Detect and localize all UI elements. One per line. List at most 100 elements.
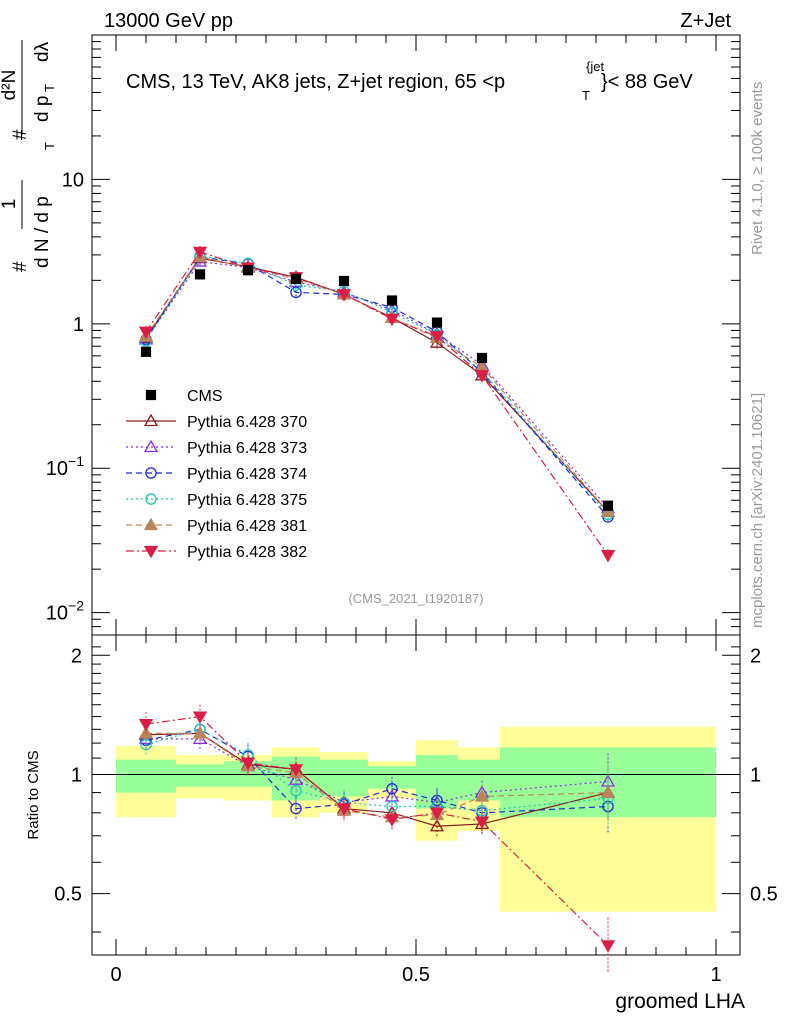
data-point [145, 389, 157, 401]
svg-text:T: T [42, 142, 57, 150]
svg-text:CMS, 13 TeV, AK8 jets, Z+jet r: CMS, 13 TeV, AK8 jets, Z+jet region, 65 … [126, 71, 505, 93]
data-point [143, 545, 159, 559]
x-tick-label: 1 [710, 964, 721, 986]
ratio-y-tick-label: 0.5 [54, 884, 82, 906]
data-point [145, 493, 157, 505]
data-point [140, 738, 152, 751]
legend-label: Pythia 6.428 375 [187, 492, 307, 509]
analysis-watermark: (CMS_2021_I1920187) [348, 591, 483, 606]
svg-text:d p: d p [32, 96, 53, 122]
data-point [384, 814, 400, 827]
legend: CMS Pythia 6.428 370 Pythia 6.428 373 Pythi… [126, 388, 307, 561]
svg-text:d N / d p: d N / d p [32, 196, 53, 268]
data-point [600, 940, 616, 953]
header-left: 13000 GeV pp [104, 10, 233, 32]
ratio-line [146, 738, 609, 804]
main-ylabel: # 1 d N / d p T # d²N d p T dλ [0, 41, 57, 272]
data-point [600, 785, 616, 798]
data-point [143, 517, 159, 531]
ratio-y-tick-label: 1 [71, 764, 82, 786]
legend-label: Pythia 6.428 374 [187, 466, 307, 483]
svg-text:T: T [42, 84, 57, 92]
x-axis-label: groomed LHA [615, 990, 745, 1013]
data-point [290, 802, 302, 815]
legend-label: Pythia 6.428 373 [187, 440, 307, 457]
legend-label: Pythia 6.428 381 [187, 518, 307, 535]
data-point [192, 711, 208, 724]
svg-text:T: T [582, 88, 590, 103]
data-point [474, 816, 490, 829]
data-point [143, 439, 159, 453]
y-tick-label: 1 [73, 314, 84, 336]
svg-text:#: # [10, 129, 31, 140]
data-point [242, 265, 254, 276]
legend-entry: Pythia 6.428 381 [126, 517, 307, 535]
chart-title: CMS, 13 TeV, AK8 jets, Z+jet region, 65 … [126, 59, 693, 103]
legend-entry: Pythia 6.428 382 [126, 544, 307, 561]
ratio-y-tick-label-right: 1 [750, 764, 761, 786]
data-point [140, 346, 152, 357]
data-point [290, 784, 302, 797]
legend-label: Pythia 6.428 370 [187, 414, 307, 431]
y-tick-label: 10−2 [46, 598, 84, 625]
legend-entry: Pythia 6.428 370 [126, 413, 307, 431]
data-point [386, 295, 398, 306]
data-point [288, 764, 304, 777]
legend-entry: Pythia 6.428 373 [126, 439, 307, 457]
data-point [194, 269, 206, 280]
series-line [145, 260, 609, 509]
series-CMS [140, 265, 614, 511]
data-point [600, 504, 616, 517]
data-point [474, 370, 490, 383]
rivet-label: Rivet 4.1.0, ≥ 100k events [749, 82, 766, 255]
uncertainty-band-1sigma [176, 764, 224, 787]
uncertainty-band-1sigma [116, 759, 176, 793]
data-point [290, 273, 302, 284]
data-point [192, 246, 208, 260]
series-Pythia-6428-382 [138, 245, 616, 563]
svg-text:d²N: d²N [0, 70, 20, 101]
ratio-y-tick-label-right: 0.5 [750, 884, 778, 906]
data-point [145, 467, 157, 479]
ratio-panel: 0.5 0.5 1 1 2 2 0 0.5 1 [54, 634, 778, 986]
data-point [429, 818, 445, 832]
uncertainty-band-1sigma [458, 759, 500, 801]
data-point [192, 726, 208, 739]
ratio-series-Pythia-6428-382 [138, 704, 616, 974]
y-tick-label: 10 [62, 169, 84, 191]
data-point [240, 757, 256, 771]
mcplots-label: mcplots.cern.ch [arXiv:2401.10621] [749, 393, 766, 628]
x-tick-label: 0 [110, 964, 121, 986]
data-point [600, 550, 616, 563]
legend-label: CMS [187, 388, 223, 405]
legend-entry: Pythia 6.428 374 [126, 466, 307, 483]
ratio-line [145, 728, 609, 814]
data-point [138, 326, 154, 340]
x-tick-label: 0.5 [402, 964, 430, 986]
svg-text:#: # [10, 261, 31, 272]
data-point [138, 718, 154, 732]
svg-text:}< 88 GeV: }< 88 GeV [601, 71, 693, 93]
main-panel: 10−2 10−1 1 10 [46, 34, 741, 636]
data-point [474, 789, 490, 802]
data-point [476, 352, 488, 364]
ratio-ylabel: Ratio to CMS [25, 750, 42, 839]
uncertainty-band-1sigma [320, 759, 368, 797]
header-right: Z+Jet [680, 10, 731, 32]
data-point [384, 313, 400, 327]
data-point [429, 331, 445, 344]
data-point [386, 783, 398, 795]
legend-entry: Pythia 6.428 375 [126, 492, 307, 509]
y-tick-label: 10−1 [46, 453, 84, 480]
ratio-y-tick-label-right: 2 [750, 645, 761, 667]
legend-entry: CMS [145, 388, 223, 405]
data-point [429, 807, 445, 821]
data-point [431, 317, 443, 328]
data-point [143, 413, 159, 427]
svg-text:{jet: {jet [586, 59, 604, 74]
data-point [336, 289, 352, 302]
data-point [336, 803, 352, 816]
data-point [338, 275, 350, 287]
svg-text:1: 1 [0, 199, 20, 210]
